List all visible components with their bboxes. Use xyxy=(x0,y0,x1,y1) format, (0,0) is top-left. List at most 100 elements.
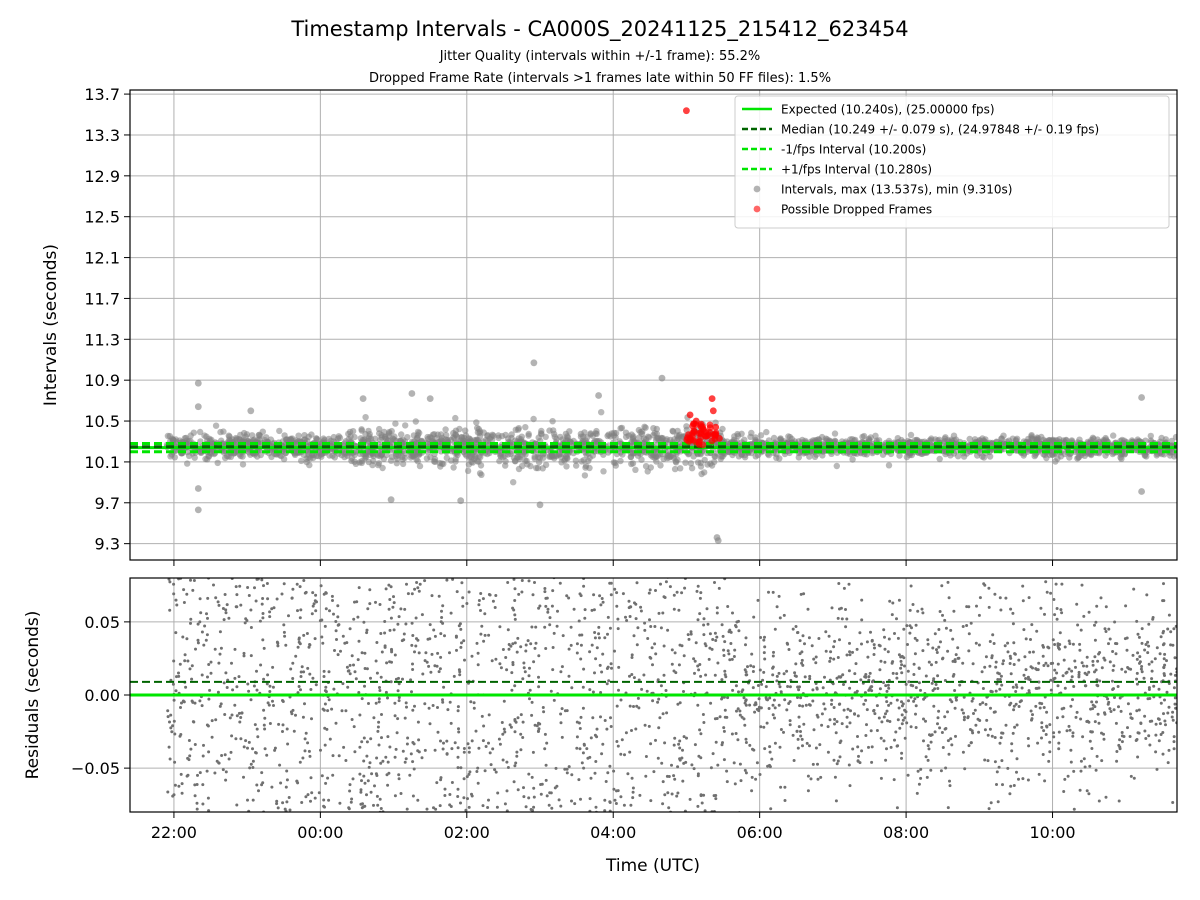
residual-point xyxy=(268,722,272,725)
residual-point xyxy=(528,697,531,701)
residual-point xyxy=(313,796,317,800)
residual-point xyxy=(206,616,209,620)
residual-point xyxy=(1008,792,1012,796)
residual-point xyxy=(409,752,413,756)
residual-point xyxy=(405,742,409,746)
residual-point xyxy=(448,812,451,815)
residual-point xyxy=(456,746,460,750)
residual-point xyxy=(320,774,324,778)
residual-point xyxy=(456,705,460,709)
chart-subtitle-jitter: Jitter Quality (intervals within +/-1 fr… xyxy=(439,49,761,64)
residual-point xyxy=(1045,725,1049,729)
residual-point xyxy=(460,641,463,645)
residual-point xyxy=(648,588,652,592)
residual-point xyxy=(901,718,905,722)
residual-point xyxy=(1028,678,1032,682)
interval-point xyxy=(377,436,384,444)
residual-point xyxy=(709,701,713,705)
residual-point xyxy=(546,610,550,614)
residual-point xyxy=(696,772,700,776)
residual-point xyxy=(437,594,441,598)
intervals-points xyxy=(194,359,1145,544)
residual-point xyxy=(811,699,815,703)
interval-point xyxy=(831,430,839,437)
residual-point xyxy=(501,758,505,762)
residual-point xyxy=(1040,725,1044,729)
residual-point xyxy=(944,766,948,770)
residual-point xyxy=(744,643,747,647)
residual-point xyxy=(547,803,551,807)
residual-point xyxy=(708,632,712,636)
residual-point xyxy=(168,757,172,761)
residual-point xyxy=(737,690,740,694)
interval-point xyxy=(582,464,589,471)
residual-point xyxy=(1060,611,1064,615)
residual-point xyxy=(656,678,660,682)
residual-point xyxy=(321,641,325,645)
residual-point xyxy=(479,592,483,595)
residual-point xyxy=(307,645,311,649)
residual-point xyxy=(823,707,827,711)
residual-point xyxy=(1077,675,1081,679)
residual-point xyxy=(864,698,868,702)
residual-point xyxy=(879,659,883,663)
residual-point xyxy=(765,697,769,701)
residual-point xyxy=(678,746,682,750)
residual-point xyxy=(900,751,904,755)
residual-point xyxy=(1165,659,1168,663)
interval-point xyxy=(452,431,459,438)
residual-point xyxy=(615,704,619,708)
residual-point xyxy=(1057,747,1061,751)
residual-point xyxy=(993,736,997,739)
interval-point xyxy=(502,462,509,469)
residual-point xyxy=(399,607,403,611)
residual-point xyxy=(832,758,836,762)
residual-point xyxy=(1137,708,1141,712)
residual-point xyxy=(755,707,759,711)
residual-point xyxy=(1139,722,1143,725)
residual-point xyxy=(380,650,384,654)
residual-point xyxy=(328,737,332,741)
interval-point xyxy=(395,452,402,459)
interval-point xyxy=(393,460,400,467)
residual-point xyxy=(570,686,574,690)
residual-point xyxy=(811,688,815,692)
residual-point xyxy=(1056,662,1060,666)
residual-point xyxy=(909,584,913,588)
residual-point xyxy=(721,634,725,638)
residual-point xyxy=(736,738,740,742)
interval-point xyxy=(191,454,198,461)
residual-point xyxy=(1155,767,1159,771)
residual-point xyxy=(379,675,383,679)
residual-point xyxy=(1011,731,1015,735)
residual-point xyxy=(406,814,409,817)
residual-point xyxy=(411,634,415,637)
residual-point xyxy=(530,625,534,629)
residual-point xyxy=(937,628,941,631)
residual-point xyxy=(461,596,465,600)
interval-point xyxy=(515,426,522,433)
residual-point xyxy=(380,736,383,740)
residual-point xyxy=(710,647,714,651)
residual-point xyxy=(963,715,966,719)
residual-point xyxy=(1015,723,1019,727)
residual-point xyxy=(498,662,502,666)
residual-point xyxy=(214,718,218,722)
residual-point xyxy=(275,799,279,803)
intervals-y-tick-label: 10.5 xyxy=(84,412,120,431)
intervals-y-tick-label: 12.9 xyxy=(84,167,120,186)
residual-point xyxy=(783,785,787,789)
residual-point xyxy=(417,738,421,742)
residual-point xyxy=(654,652,658,656)
residual-point xyxy=(191,700,195,704)
residual-point xyxy=(906,669,910,673)
residual-point xyxy=(702,633,706,637)
residual-point xyxy=(951,659,955,663)
residual-point xyxy=(927,747,931,751)
residual-point xyxy=(1004,596,1008,600)
residual-point xyxy=(699,732,703,736)
residual-point xyxy=(804,703,808,707)
residual-point xyxy=(913,652,917,656)
residual-point xyxy=(799,730,802,733)
residual-point xyxy=(617,665,621,669)
